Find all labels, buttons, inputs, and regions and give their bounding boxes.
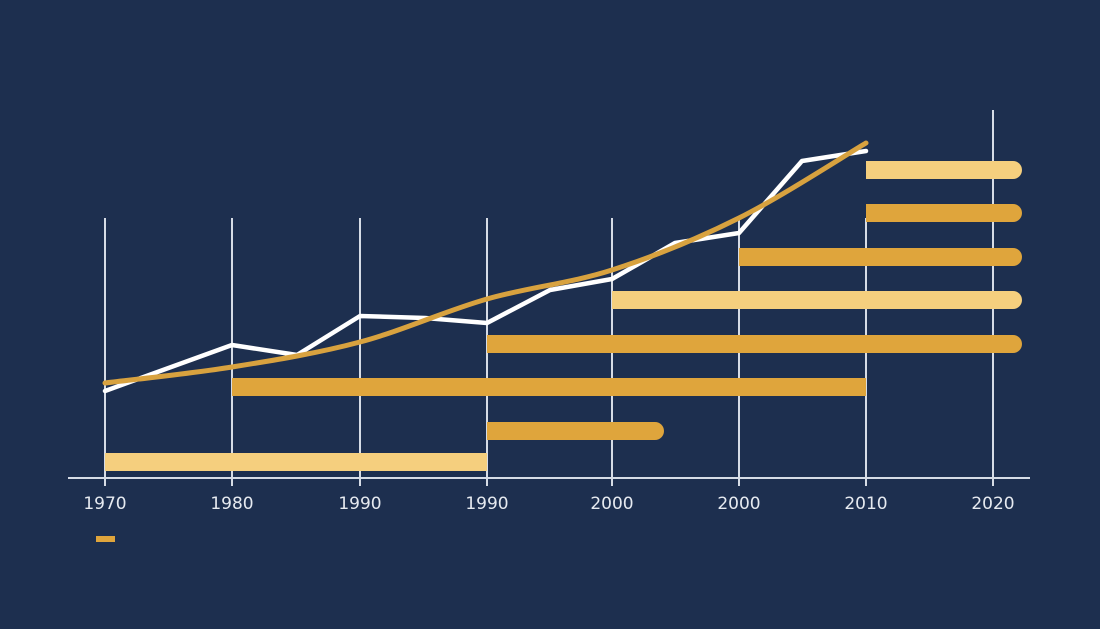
white-data-line <box>102 148 869 394</box>
timeline-bar <box>612 291 1022 309</box>
timeline-bar <box>487 335 1022 353</box>
x-tick-label: 1980 <box>210 494 253 514</box>
timeline-bar <box>487 422 664 440</box>
x-tick-label: 1990 <box>465 494 508 514</box>
timeline-bar <box>739 248 1022 266</box>
timeline-bar <box>105 453 487 471</box>
x-tick-label: 2020 <box>971 494 1014 514</box>
x-tick-label: 2010 <box>844 494 887 514</box>
x-tick-label: 2000 <box>717 494 760 514</box>
x-axis-tick-labels: 1970 1980 1990 1990 2000 2000 2010 2020 <box>83 494 1014 514</box>
legend-swatch <box>96 536 115 542</box>
x-tick-label: 1970 <box>83 494 126 514</box>
timeline-bar <box>866 161 1022 179</box>
gold-trend-line <box>102 140 869 386</box>
timeline-bar <box>866 204 1022 222</box>
timeline-bars <box>105 161 1022 471</box>
timeline-bar <box>232 378 866 396</box>
x-tick-label: 1990 <box>338 494 381 514</box>
x-tick-label: 2000 <box>590 494 633 514</box>
